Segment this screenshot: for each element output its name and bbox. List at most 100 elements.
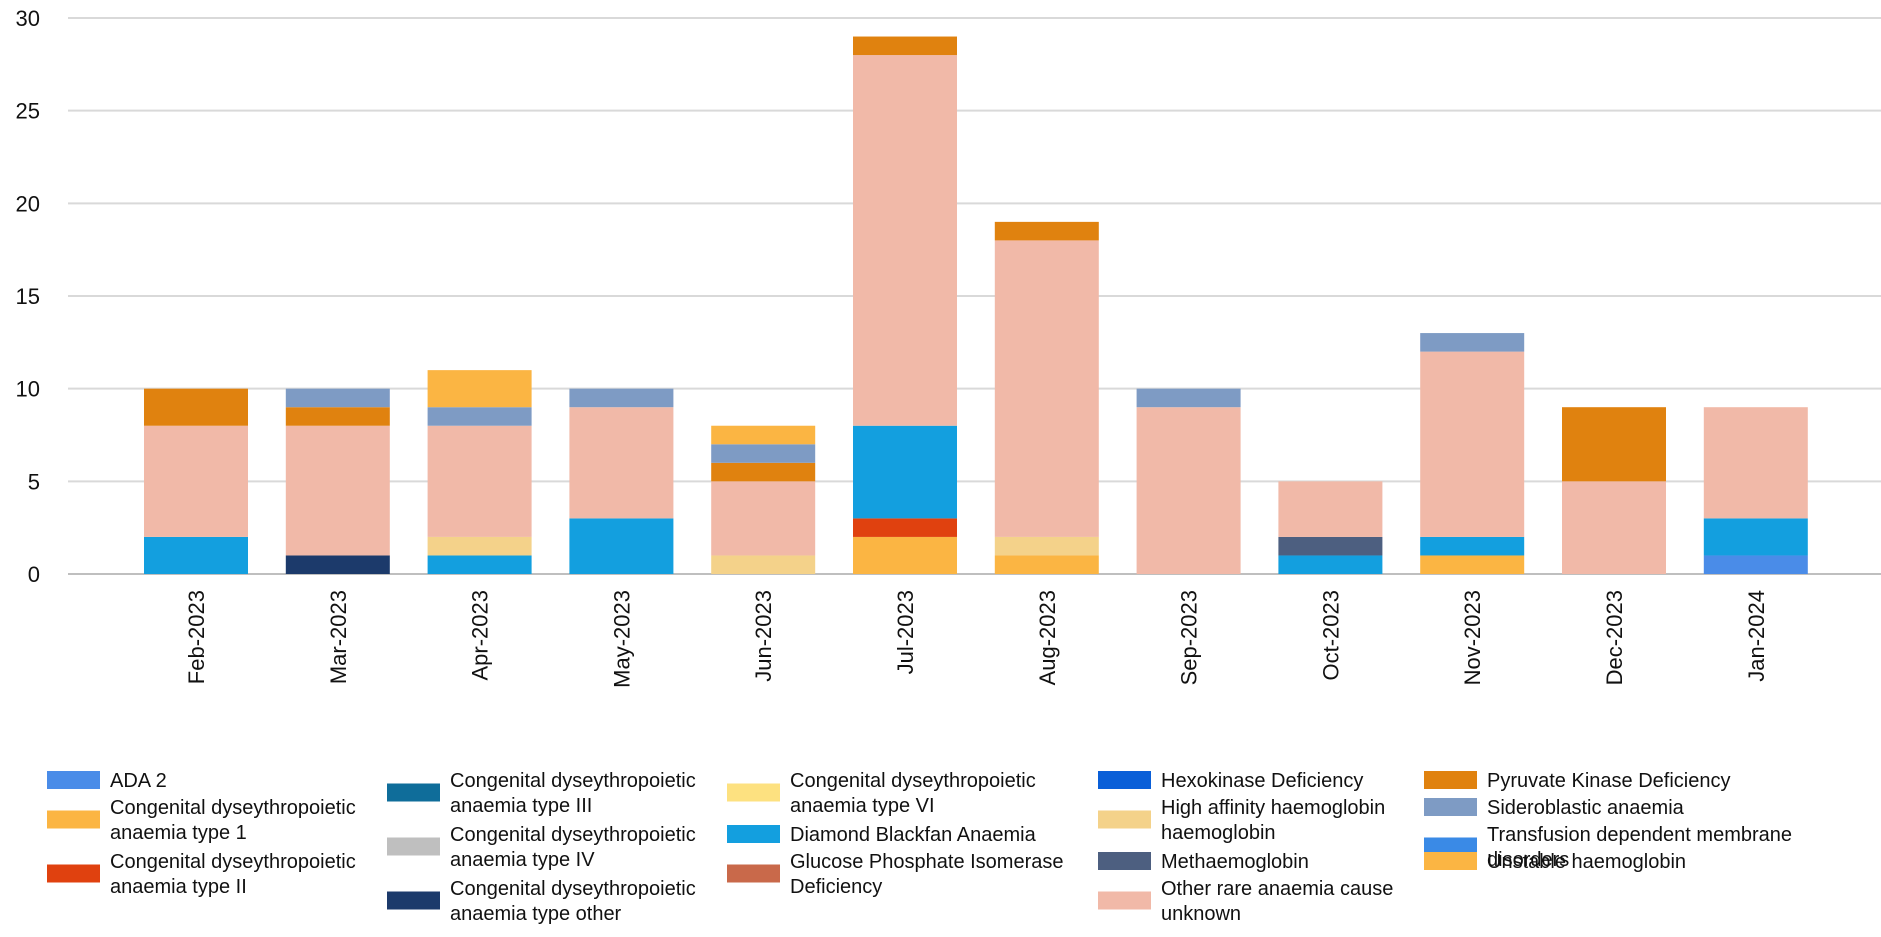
legend-swatch bbox=[1424, 852, 1477, 870]
legend-swatch bbox=[727, 865, 780, 883]
legend-label: High affinity haemoglobin bbox=[1161, 797, 1385, 819]
bar-segment bbox=[1278, 481, 1382, 537]
bar-segment bbox=[428, 407, 532, 426]
bar-segment bbox=[144, 537, 248, 574]
legend-label: anaemia type other bbox=[450, 903, 622, 925]
bars bbox=[144, 37, 1808, 574]
x-axis: Feb-2023 Mar-2023 Apr-2023 May-2023 Jun-2023… bbox=[184, 590, 1769, 688]
legend-label: anaemia type IV bbox=[450, 849, 595, 871]
bar-segment bbox=[1278, 555, 1382, 574]
y-tick-label: 5 bbox=[28, 469, 40, 494]
y-axis: 0 5 10 15 20 25 30 bbox=[16, 6, 40, 587]
bar-segment bbox=[569, 407, 673, 518]
bar-segment bbox=[1562, 481, 1666, 574]
bar-segment bbox=[1420, 555, 1524, 574]
bar-segment bbox=[1137, 407, 1241, 574]
bar-segment bbox=[286, 555, 390, 574]
legend-label: Congenital dyseythropoietic bbox=[110, 797, 356, 819]
legend-label: Methaemoglobin bbox=[1161, 851, 1309, 873]
x-tick-label: Apr-2023 bbox=[468, 590, 493, 681]
legend-label: Sideroblastic anaemia bbox=[1487, 797, 1685, 819]
bar-segment bbox=[995, 222, 1099, 241]
legend-label: Deficiency bbox=[790, 876, 882, 898]
legend-label: Other rare anaemia cause bbox=[1161, 878, 1393, 900]
legend-swatch bbox=[387, 838, 440, 856]
y-tick-label: 10 bbox=[16, 377, 40, 402]
x-tick-label: Jan-2024 bbox=[1744, 590, 1769, 682]
legend-label: unknown bbox=[1161, 903, 1241, 925]
x-tick-label: Aug-2023 bbox=[1035, 590, 1060, 685]
x-tick-label: Jul-2023 bbox=[893, 590, 918, 674]
legend-swatch bbox=[47, 771, 100, 789]
legend-swatch bbox=[1098, 892, 1151, 910]
y-tick-label: 0 bbox=[28, 562, 40, 587]
y-tick-label: 20 bbox=[16, 191, 40, 216]
bar-segment bbox=[428, 537, 532, 556]
bar-segment bbox=[853, 37, 957, 56]
y-tick-label: 30 bbox=[16, 6, 40, 31]
legend-swatch bbox=[727, 784, 780, 802]
bar-segment bbox=[853, 55, 957, 426]
bar-segment bbox=[995, 537, 1099, 556]
legend-swatch bbox=[387, 892, 440, 910]
x-tick-label: Mar-2023 bbox=[326, 590, 351, 684]
legend-swatch bbox=[47, 811, 100, 829]
bar-segment bbox=[995, 240, 1099, 537]
legend-swatch bbox=[1424, 771, 1477, 789]
bar-segment bbox=[711, 444, 815, 463]
legend-label: anaemia type III bbox=[450, 795, 592, 817]
legend-label: Congenital dyseythropoietic bbox=[450, 878, 696, 900]
legend-label: Transfusion dependent membrane bbox=[1487, 824, 1792, 846]
legend-label: anaemia type 1 bbox=[110, 822, 247, 844]
legend-label: Congenital dyseythropoietic bbox=[450, 770, 696, 792]
legend-swatch bbox=[1098, 771, 1151, 789]
bar-segment bbox=[144, 389, 248, 426]
legend-label: anaemia type VI bbox=[790, 795, 935, 817]
bar-segment bbox=[1704, 407, 1808, 518]
bar-segment bbox=[1704, 518, 1808, 555]
bar-segment bbox=[1562, 407, 1666, 481]
legend-swatch bbox=[727, 825, 780, 843]
bar-segment bbox=[853, 518, 957, 537]
x-tick-label: May-2023 bbox=[609, 590, 634, 688]
legend-swatch bbox=[1098, 811, 1151, 829]
x-tick-label: Nov-2023 bbox=[1460, 590, 1485, 685]
bar-segment bbox=[286, 407, 390, 426]
x-tick-label: Dec-2023 bbox=[1602, 590, 1627, 685]
legend-label: Glucose Phosphate Isomerase bbox=[790, 851, 1064, 873]
bar-segment bbox=[711, 555, 815, 574]
bar-segment bbox=[1278, 537, 1382, 556]
bar-segment bbox=[711, 481, 815, 555]
x-tick-label: Feb-2023 bbox=[184, 590, 209, 684]
bar-segment bbox=[853, 537, 957, 574]
legend-label: haemoglobin bbox=[1161, 822, 1276, 844]
bar-segment bbox=[428, 426, 532, 537]
legend-label: Congenital dyseythropoietic bbox=[790, 770, 1036, 792]
legend-swatch bbox=[1424, 798, 1477, 816]
bar-segment bbox=[995, 555, 1099, 574]
bar-segment bbox=[428, 370, 532, 407]
legend-label: Pyruvate Kinase Deficiency bbox=[1487, 770, 1730, 792]
legend-label: Congenital dyseythropoietic bbox=[450, 824, 696, 846]
legend-swatch bbox=[387, 784, 440, 802]
legend-swatch bbox=[1098, 852, 1151, 870]
legend: ADA 2 Congenital dyseythropoietic anaemia … bbox=[47, 770, 1792, 925]
y-tick-label: 25 bbox=[16, 99, 40, 124]
bar-segment bbox=[1420, 537, 1524, 556]
bar-segment bbox=[711, 426, 815, 445]
legend-label: Congenital dyseythropoietic bbox=[110, 851, 356, 873]
legend-label: Unstable haemoglobin bbox=[1487, 851, 1686, 873]
legend-swatch bbox=[47, 865, 100, 883]
x-tick-label: Oct-2023 bbox=[1318, 590, 1343, 681]
bar-segment bbox=[1420, 352, 1524, 537]
bar-segment bbox=[428, 555, 532, 574]
x-tick-label: Sep-2023 bbox=[1177, 590, 1202, 685]
bar-segment bbox=[286, 389, 390, 408]
bar-segment bbox=[711, 463, 815, 482]
legend-label: Diamond Blackfan Anaemia bbox=[790, 824, 1037, 846]
bar-segment bbox=[144, 426, 248, 537]
x-tick-label: Jun-2023 bbox=[751, 590, 776, 682]
bar-segment bbox=[286, 426, 390, 556]
bar-segment bbox=[1704, 555, 1808, 574]
